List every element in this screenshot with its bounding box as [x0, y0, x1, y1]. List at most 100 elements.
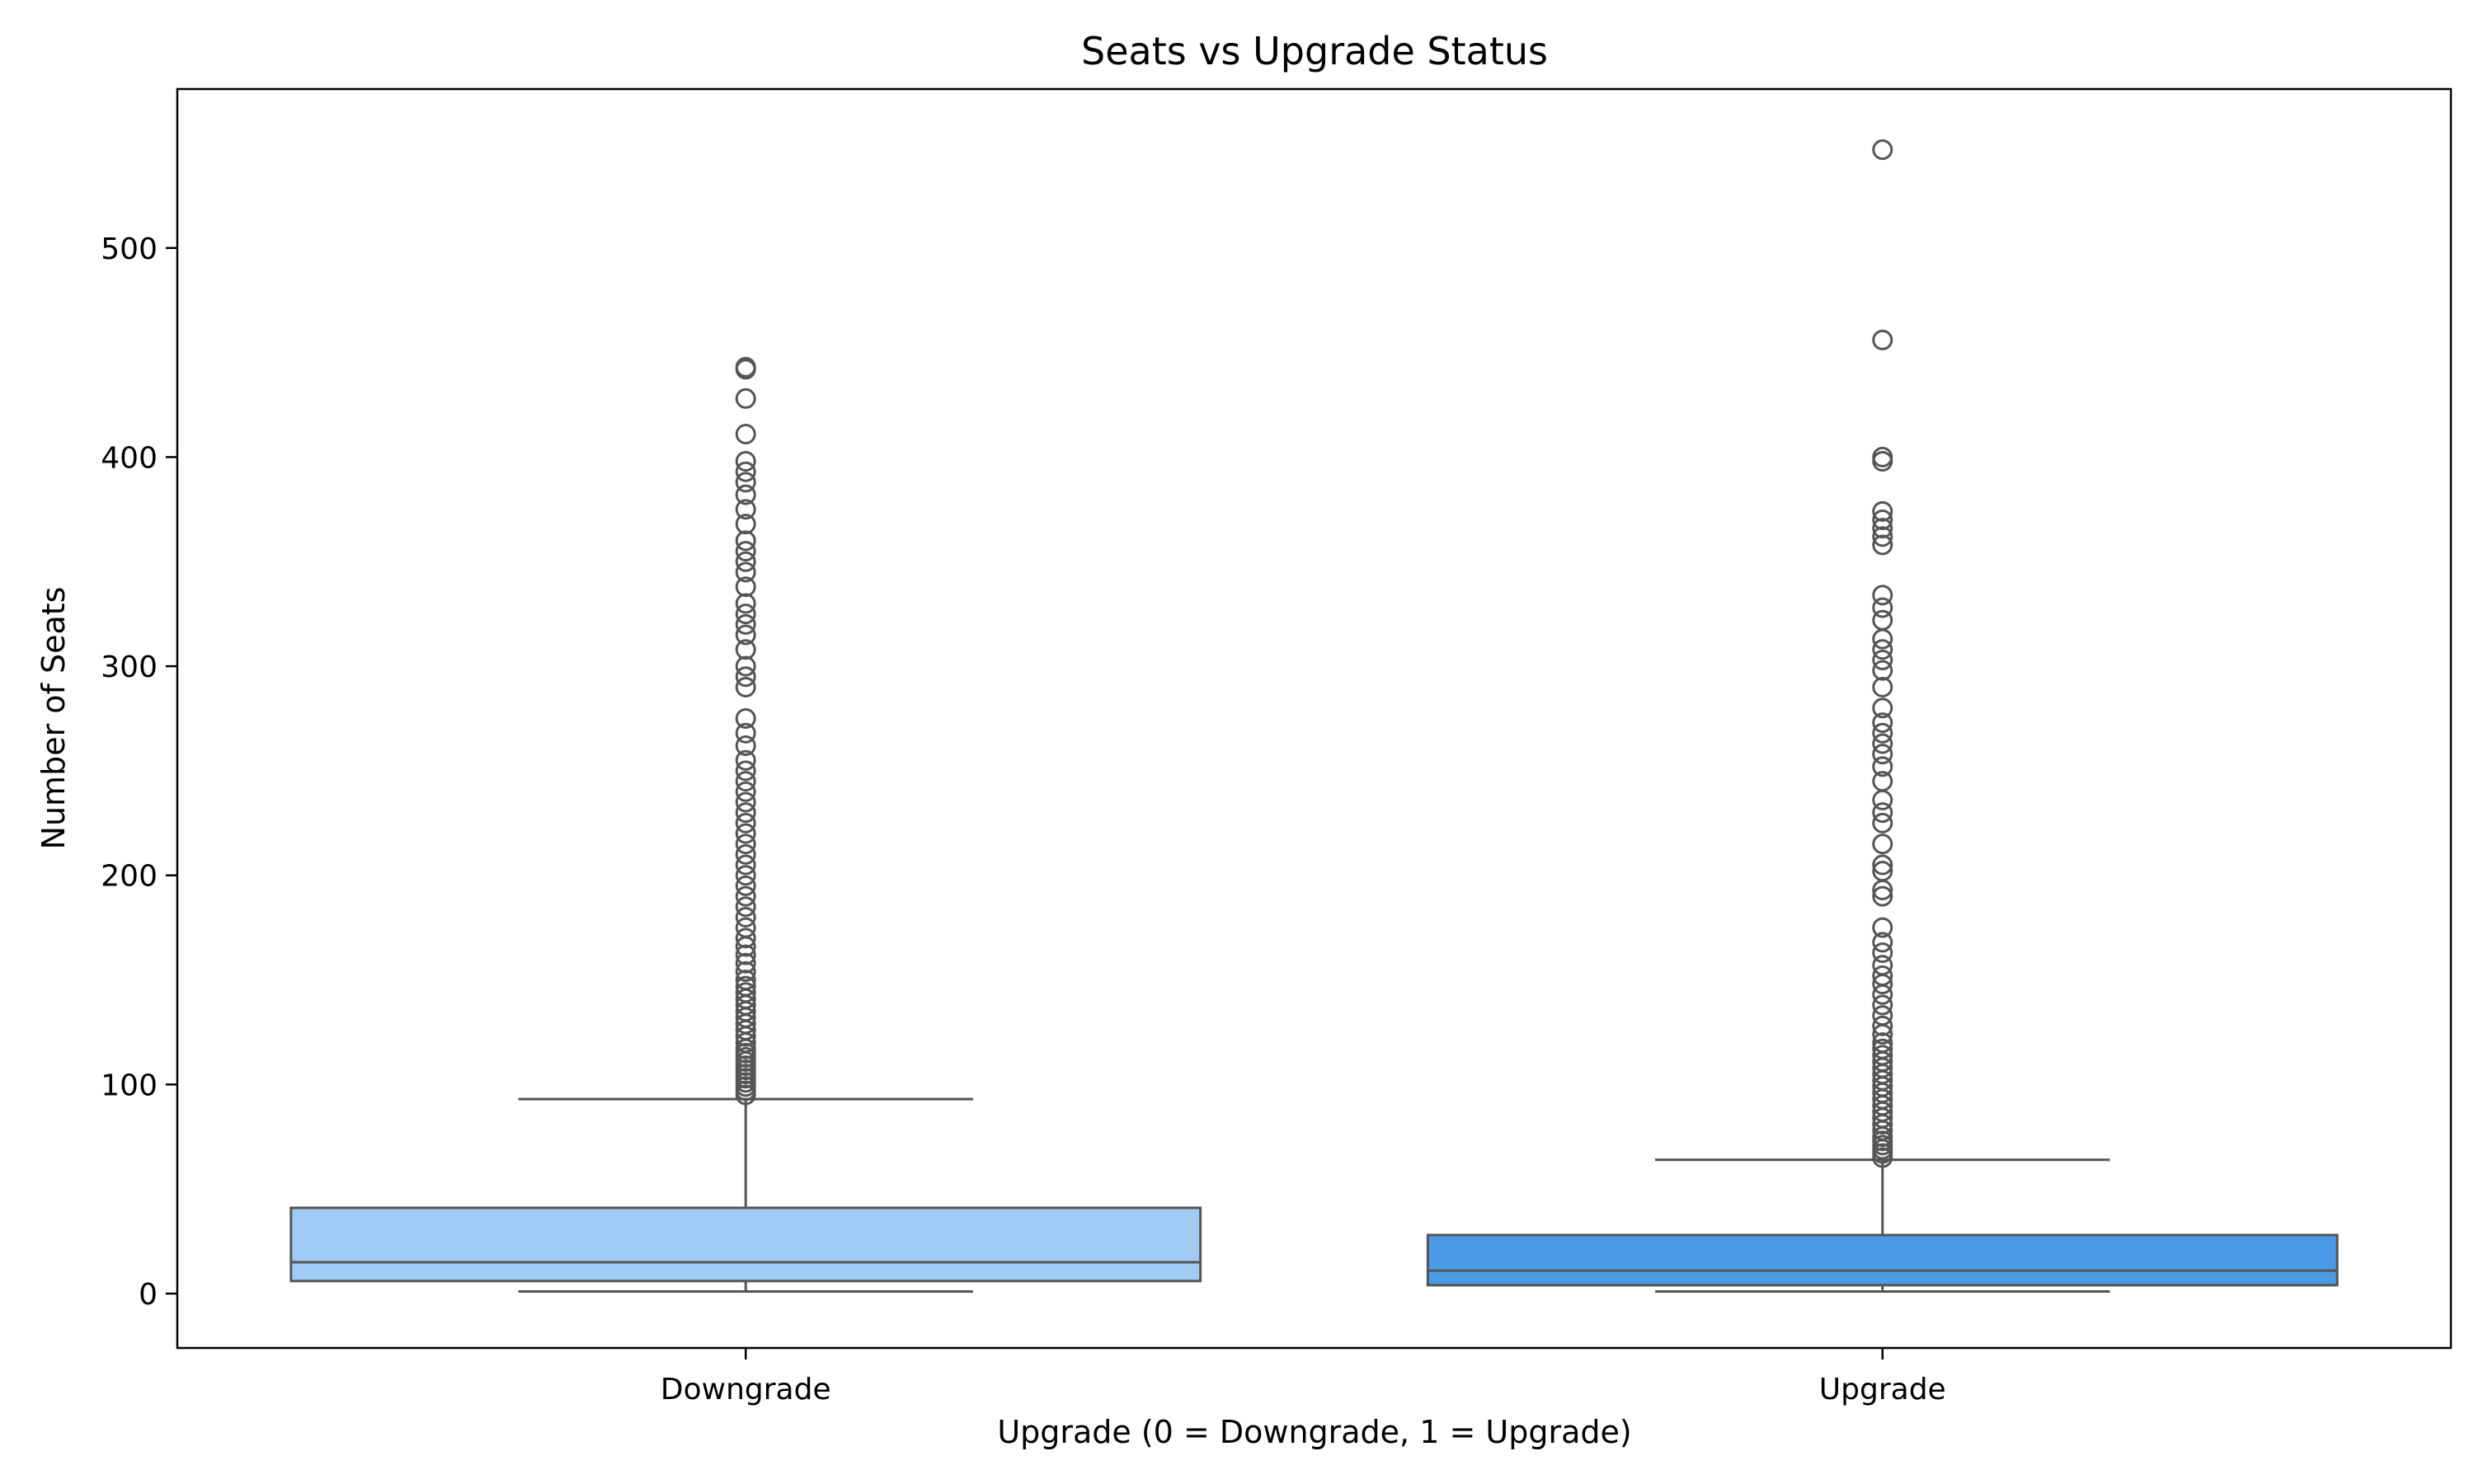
outlier-point	[1872, 329, 1893, 350]
outlier-point	[735, 791, 756, 813]
outlier-point	[735, 472, 756, 493]
outlier-point	[735, 812, 756, 834]
outlier-point	[735, 655, 756, 677]
outlier-point	[735, 708, 756, 729]
outlier-point	[1872, 955, 1893, 976]
outlier-point	[1872, 1045, 1893, 1066]
outlier-point	[1872, 510, 1893, 531]
outlier-point	[735, 928, 756, 949]
outlier-point	[735, 576, 756, 598]
outlier-point	[1872, 697, 1893, 719]
outlier-point	[1872, 1038, 1893, 1059]
outlier-point	[735, 917, 756, 938]
outlier-point	[1872, 861, 1893, 882]
outlier-point	[1872, 518, 1893, 539]
outlier-point	[735, 666, 756, 688]
outlier-point	[1872, 660, 1893, 681]
outlier-point	[735, 424, 756, 445]
outlier-point	[735, 461, 756, 482]
x-axis-label: Upgrade (0 = Downgrade, 1 = Upgrade)	[997, 1414, 1631, 1450]
outlier-point	[1872, 446, 1893, 467]
outlier-point	[1872, 649, 1893, 670]
y-tick-label: 300	[101, 650, 158, 684]
outlier-point	[1872, 526, 1893, 547]
y-tick-label: 100	[101, 1068, 158, 1102]
outlier-point	[1872, 139, 1893, 161]
outlier-point	[1872, 1032, 1893, 1054]
outlier-point	[1872, 628, 1893, 650]
outlier-point	[735, 823, 756, 844]
y-tick-label: 400	[101, 441, 158, 475]
outlier-point	[1872, 917, 1893, 938]
y-tick-label: 0	[139, 1278, 158, 1312]
outlier-point	[735, 906, 756, 928]
outlier-point	[1872, 812, 1893, 834]
outlier-point	[735, 514, 756, 535]
box-group-upgrade	[1426, 139, 2339, 1294]
outlier-point	[735, 970, 756, 991]
outlier-point	[735, 561, 756, 583]
x-tick-label: Downgrade	[661, 1373, 831, 1407]
box-group-downgrade	[289, 356, 1202, 1294]
outlier-point	[735, 356, 756, 378]
box-iqr	[1426, 1233, 2339, 1287]
plot-area	[289, 139, 2339, 1294]
outlier-point	[1872, 771, 1893, 792]
outlier-point	[1872, 984, 1893, 1005]
outlier-point	[735, 960, 756, 982]
outlier-point	[735, 865, 756, 886]
outlier-point	[735, 802, 756, 824]
outlier-point	[735, 530, 756, 552]
outlier-point	[735, 722, 756, 744]
y-axis-label: Number of Seats	[35, 587, 72, 850]
x-tick-label: Upgrade	[1819, 1373, 1946, 1407]
axes: 0 100 200 300 400 500 Downgrade Upgrade	[101, 232, 1945, 1407]
outlier-point	[1872, 942, 1893, 964]
outlier-point	[735, 885, 756, 907]
outlier-point	[735, 613, 756, 635]
outlier-point	[735, 854, 756, 876]
outlier-point	[735, 952, 756, 974]
outlier-point	[735, 982, 756, 1003]
outlier-point	[735, 760, 756, 782]
box-iqr	[289, 1206, 1202, 1283]
outlier-point	[735, 676, 756, 697]
outlier-point	[1872, 965, 1893, 986]
outlier-point	[1872, 733, 1893, 754]
outlier-point	[1872, 744, 1893, 765]
outlier-point	[1872, 676, 1893, 697]
outlier-point	[1872, 1005, 1893, 1026]
outlier-point	[1872, 789, 1893, 810]
outlier-point	[735, 387, 756, 409]
outlier-point	[1872, 854, 1893, 876]
outlier-point	[735, 603, 756, 625]
outlier-point	[1872, 712, 1893, 734]
outlier-point	[735, 896, 756, 918]
outlier-point	[1872, 994, 1893, 1016]
outlier-point	[1872, 885, 1893, 907]
outlier-point	[1872, 609, 1893, 631]
outlier-point	[735, 771, 756, 792]
plot-frame	[176, 87, 2453, 1350]
outlier-point	[735, 551, 756, 572]
outlier-point	[735, 639, 756, 660]
outlier-point	[735, 451, 756, 472]
outlier-point	[1872, 802, 1893, 824]
outlier-point	[1872, 756, 1893, 777]
y-tick-label: 200	[101, 860, 158, 894]
outlier-point	[735, 834, 756, 855]
outlier-point	[735, 541, 756, 562]
outlier-point	[1872, 834, 1893, 855]
outlier-point	[1872, 639, 1893, 660]
outlier-point	[1872, 534, 1893, 556]
outlier-point	[735, 781, 756, 802]
outlier-point	[735, 975, 756, 997]
outlier-point	[1872, 932, 1893, 953]
y-tick-label: 500	[101, 232, 158, 266]
outlier-point	[1872, 1015, 1893, 1036]
outlier-point	[1872, 451, 1893, 472]
outlier-point	[735, 484, 756, 505]
outlier-point	[735, 593, 756, 614]
outlier-point	[1872, 597, 1893, 618]
